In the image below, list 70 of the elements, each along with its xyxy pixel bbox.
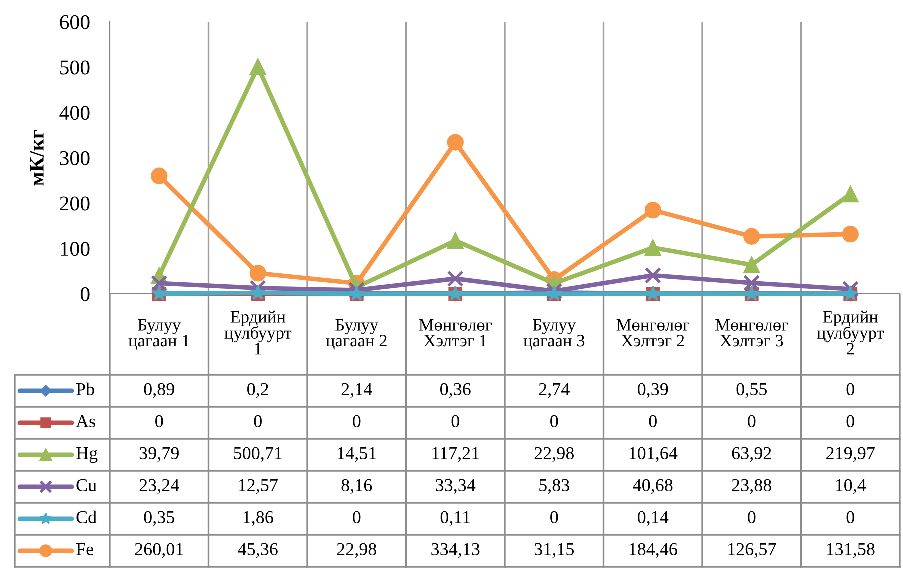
data-label: 8,16 xyxy=(342,479,372,494)
x-tick-label: Ердийн цулбуурт 1 xyxy=(224,310,292,355)
legend-label: As xyxy=(76,415,96,428)
x-tick-label: Булуу цагаан 2 xyxy=(326,319,387,350)
data-label: 0 xyxy=(353,511,361,524)
data-label: 0 xyxy=(748,511,756,524)
data-label: 63,92 xyxy=(732,447,772,462)
data-label: 117,21 xyxy=(432,447,480,462)
data-label: 0 xyxy=(452,415,460,428)
data-label: 0,11 xyxy=(440,511,470,526)
data-label: 14,51 xyxy=(338,447,376,462)
data-label: 0 xyxy=(649,415,657,428)
y-axis-title: мК/кг xyxy=(30,130,44,186)
data-label: 500,71 xyxy=(234,447,282,462)
data-label: 0,14 xyxy=(638,511,669,526)
data-label: 40,68 xyxy=(633,479,673,494)
y-tick-label: 400 xyxy=(60,106,90,120)
x-tick-label: Мөнгөлөг Хэлтэг 3 xyxy=(716,319,788,347)
data-label: 39,79 xyxy=(140,447,179,462)
data-label: 0,89 xyxy=(144,383,174,398)
data-label: 131,58 xyxy=(827,543,875,558)
data-label: 23,24 xyxy=(140,479,180,494)
data-label: 0 xyxy=(748,415,756,428)
data-label: 5,83 xyxy=(540,479,570,494)
data-label: 126,57 xyxy=(728,543,776,558)
data-label: 0 xyxy=(353,415,361,428)
x-tick-label: Мөнгөлөг Хэлтэг 2 xyxy=(616,319,690,347)
legend-label: Hg xyxy=(76,447,98,464)
data-label: 0 xyxy=(254,415,262,428)
data-label: 0,36 xyxy=(440,383,471,398)
data-label: 33,34 xyxy=(436,479,476,494)
legend-label: Cu xyxy=(76,479,97,492)
data-label: 184,46 xyxy=(630,543,678,558)
data-label: 45,36 xyxy=(238,543,278,558)
data-label: 22,98 xyxy=(534,447,574,462)
legend-label: Pb xyxy=(76,382,94,396)
data-label: 0 xyxy=(550,511,558,524)
data-label: 1,86 xyxy=(244,511,274,526)
data-label: 0 xyxy=(846,415,854,428)
data-label: 0,55 xyxy=(736,383,767,398)
data-label: 0,35 xyxy=(144,511,174,526)
data-label: 2,74 xyxy=(539,383,570,398)
data-label: 31,15 xyxy=(534,543,574,558)
x-tick-label: Мөнгөлөг Хэлтэг 1 xyxy=(419,319,492,347)
data-label: 0 xyxy=(846,383,854,396)
data-label: 101,64 xyxy=(630,447,678,462)
y-tick-label: 600 xyxy=(60,15,90,30)
x-tick-label: Булуу цагаан 1 xyxy=(128,319,190,350)
legend-label: Fe xyxy=(76,544,94,556)
y-tick-label: 500 xyxy=(60,60,90,75)
x-tick-label: Булуу цагаан 3 xyxy=(524,319,585,350)
data-label: 10,4 xyxy=(836,479,866,494)
data-label: 0 xyxy=(550,415,558,428)
y-tick-label: 200 xyxy=(60,196,90,211)
data-label: 22,98 xyxy=(337,543,376,558)
y-tick-label: 100 xyxy=(61,242,90,256)
data-label: 0 xyxy=(846,511,854,524)
y-tick-label: 300 xyxy=(60,151,90,166)
x-tick-label: Ердийн цулбуурт 2 xyxy=(817,310,884,355)
data-label: 0,2 xyxy=(248,383,268,398)
data-label: 0 xyxy=(156,415,164,428)
data-label: 0,39 xyxy=(638,383,668,398)
data-label: 12,57 xyxy=(239,479,278,494)
data-label: 334,13 xyxy=(432,543,480,558)
data-label: 2,14 xyxy=(342,383,372,398)
data-label: 219,97 xyxy=(826,447,875,462)
y-tick-label: 0 xyxy=(80,287,90,302)
legend-label: Cd xyxy=(76,510,97,524)
data-label: 260,01 xyxy=(135,543,184,558)
data-label: 23,88 xyxy=(732,479,772,494)
